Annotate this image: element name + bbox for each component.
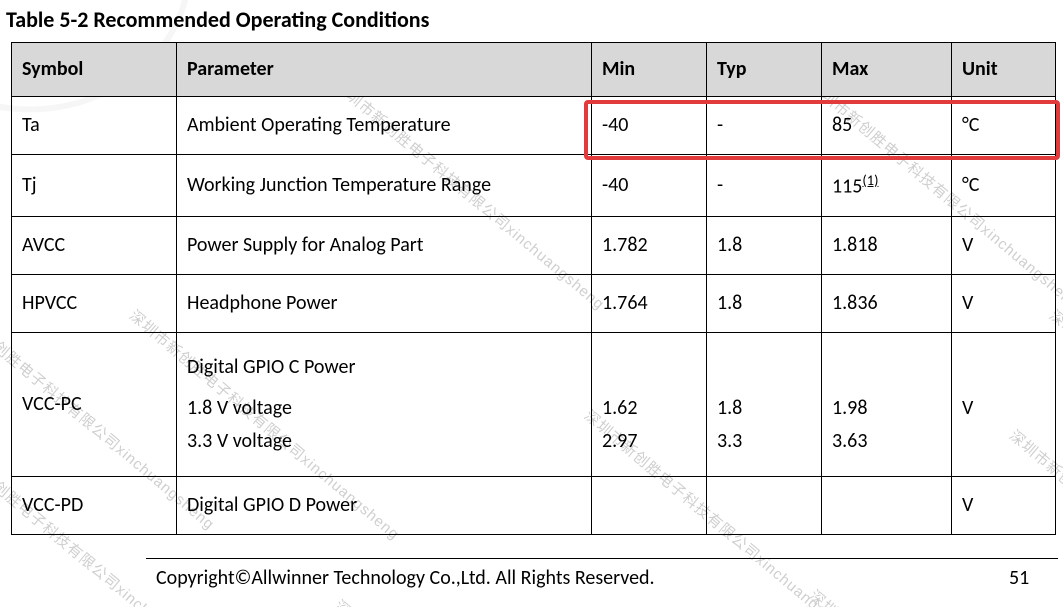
watermark: 深圳市新创胜电子科技有限公司xinchuangsheng xyxy=(330,595,610,607)
cell-symbol: Ta xyxy=(12,97,177,155)
footer-copyright: Copyright©Allwinner Technology Co.,Ltd. … xyxy=(156,566,655,590)
footer-page-number: 51 xyxy=(1009,566,1029,590)
cell-typ: 1.8 xyxy=(707,274,822,332)
cell-symbol: HPVCC xyxy=(12,274,177,332)
cell-parameter: Digital GPIO D Power xyxy=(177,476,592,534)
table-row: AVCCPower Supply for Analog Part1.7821.8… xyxy=(12,216,1056,274)
cell-unit: V xyxy=(952,216,1056,274)
cell-parameter: Ambient Operating Temperature xyxy=(177,97,592,155)
cell-min: 1.622.97 xyxy=(592,332,707,476)
cell-max xyxy=(822,476,952,534)
cell-min xyxy=(592,476,707,534)
cell-min: 1.782 xyxy=(592,216,707,274)
table-caption: Table 5-2 Recommended Operating Conditio… xyxy=(6,6,429,33)
footer-rule xyxy=(146,558,1058,559)
cell-typ: 1.8 xyxy=(707,216,822,274)
cell-parameter: Power Supply for Analog Part xyxy=(177,216,592,274)
operating-conditions-table: Symbol Parameter Min Typ Max Unit TaAmbi… xyxy=(11,42,1056,535)
footnote-marker: (1) xyxy=(862,171,878,189)
cell-symbol: Tj xyxy=(12,155,177,217)
cell-symbol: VCC-PC xyxy=(12,332,177,476)
cell-parameter: Headphone Power xyxy=(177,274,592,332)
cell-symbol: AVCC xyxy=(12,216,177,274)
cell-min: -40 xyxy=(592,155,707,217)
table-row: VCC-PDDigital GPIO D Power V xyxy=(12,476,1056,534)
cell-max: 115(1) xyxy=(822,155,952,217)
cell-typ: - xyxy=(707,97,822,155)
cell-symbol: VCC-PD xyxy=(12,476,177,534)
cell-min: 1.764 xyxy=(592,274,707,332)
cell-typ: 1.83.3 xyxy=(707,332,822,476)
col-min: Min xyxy=(592,43,707,97)
col-typ: Typ xyxy=(707,43,822,97)
cell-unit: °C xyxy=(952,155,1056,217)
cell-max: 1.983.63 xyxy=(822,332,952,476)
cell-unit: V xyxy=(952,332,1056,476)
cell-max: 85 xyxy=(822,97,952,155)
cell-parameter: Digital GPIO C Power1.8 V voltage3.3 V v… xyxy=(177,332,592,476)
cell-max: 1.818 xyxy=(822,216,952,274)
col-max: Max xyxy=(822,43,952,97)
col-unit: Unit xyxy=(952,43,1056,97)
cell-unit: V xyxy=(952,274,1056,332)
table-row: VCC-PCDigital GPIO C Power1.8 V voltage3… xyxy=(12,332,1056,476)
page: 深圳市新创胜电子科技有限公司xinchuangsheng深圳市新创胜电子科技有限… xyxy=(0,0,1063,607)
cell-max: 1.836 xyxy=(822,274,952,332)
col-parameter: Parameter xyxy=(177,43,592,97)
cell-typ: - xyxy=(707,155,822,217)
cell-parameter: Working Junction Temperature Range xyxy=(177,155,592,217)
col-symbol: Symbol xyxy=(12,43,177,97)
table-row: TjWorking Junction Temperature Range-40-… xyxy=(12,155,1056,217)
cell-min: -40 xyxy=(592,97,707,155)
cell-unit: °C xyxy=(952,97,1056,155)
cell-typ xyxy=(707,476,822,534)
table-header-row: Symbol Parameter Min Typ Max Unit xyxy=(12,43,1056,97)
table-body: TaAmbient Operating Temperature-40-85°CT… xyxy=(12,97,1056,535)
cell-unit: V xyxy=(952,476,1056,534)
table-row: TaAmbient Operating Temperature-40-85°C xyxy=(12,97,1056,155)
table-row: HPVCCHeadphone Power1.7641.81.836V xyxy=(12,274,1056,332)
